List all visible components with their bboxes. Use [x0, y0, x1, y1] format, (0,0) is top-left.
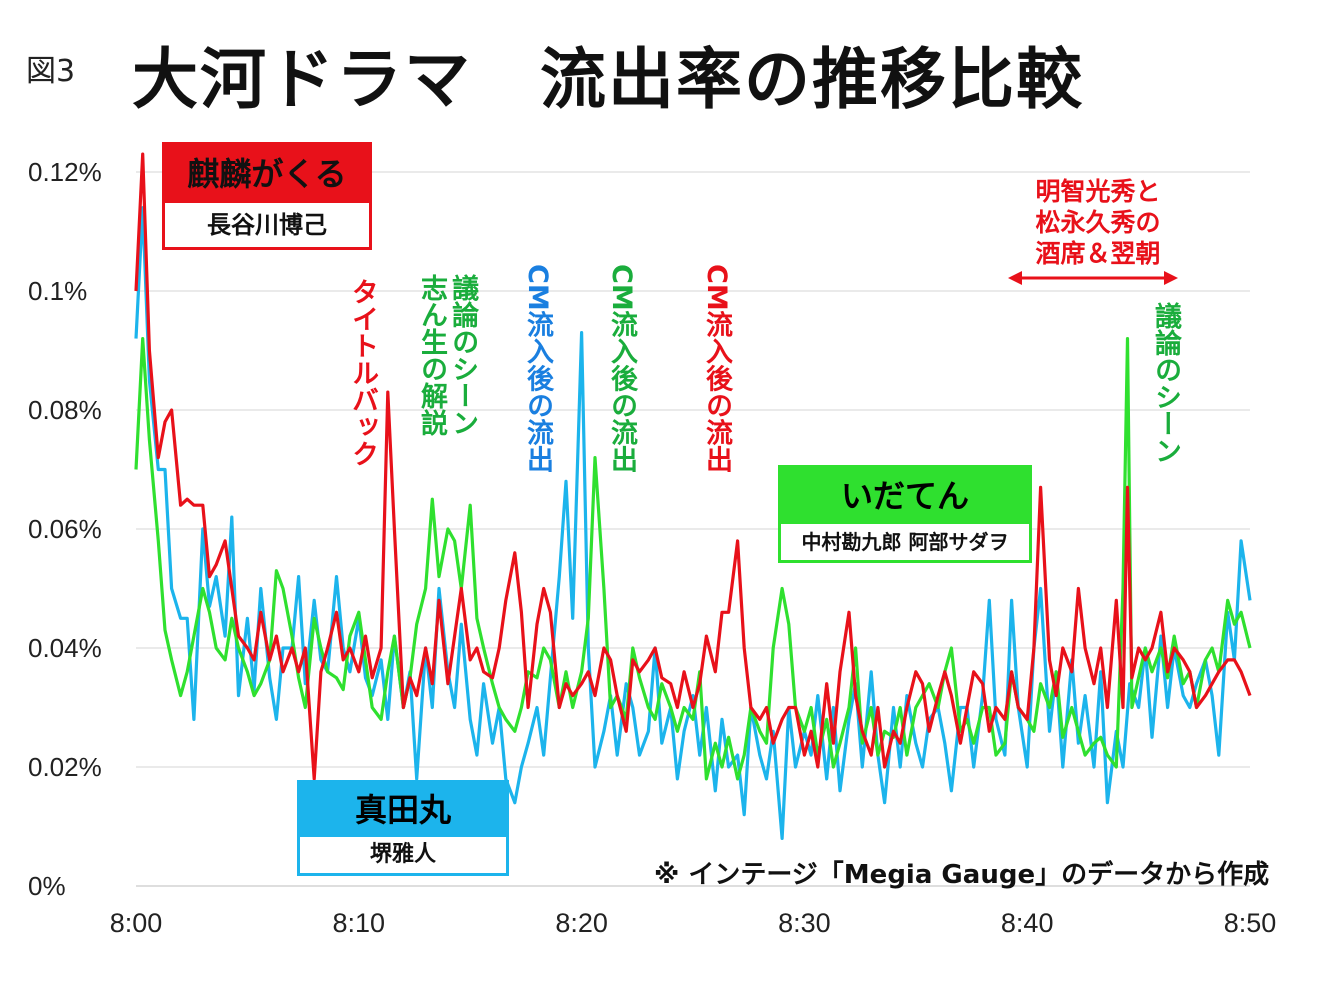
- legend-box-idaten: いだてん 中村勘九郎 阿部サダヲ: [778, 465, 1032, 563]
- annotation-debate-1-line2: 志ん生の解説: [416, 274, 448, 436]
- source-note: ※ インテージ「Megia Gauge」のデータから作成: [654, 860, 1270, 890]
- x-tick-label: 8:30: [778, 908, 831, 938]
- annotation-akechi-line1: 明智光秀と: [1035, 177, 1161, 206]
- series-line-0: [134, 206, 1252, 840]
- chart-title: 大河ドラマ 流出率の推移比較: [132, 41, 1084, 118]
- legend-kirin-cast: 長谷川博己: [165, 203, 369, 247]
- legend-kirin-name: 麒麟がくる: [165, 145, 369, 203]
- y-tick-label: 0.1%: [28, 276, 87, 306]
- x-tick-label: 8:00: [110, 908, 163, 938]
- y-tick-label: 0%: [28, 871, 66, 901]
- legend-box-kirin: 麒麟がくる 長谷川博己: [162, 142, 372, 250]
- x-tick-label: 8:50: [1224, 908, 1277, 938]
- legend-sanada-name: 真田丸: [300, 783, 506, 837]
- annotation-akechi-line2: 松永久秀の: [1035, 208, 1161, 237]
- y-tick-label: 0.04%: [28, 633, 102, 663]
- annotation-akechi: 明智光秀と 松永久秀の 酒席＆翌朝: [1018, 176, 1178, 269]
- y-tick-label: 0.12%: [28, 157, 102, 187]
- y-axis-ticks: 0% 0.02% 0.04% 0.06% 0.08% 0.1% 0.12%: [28, 157, 102, 901]
- y-tick-label: 0.02%: [28, 752, 102, 782]
- legend-idaten-name: いだてん: [781, 468, 1029, 524]
- annotation-debate-1: 議論のシーン 志ん生の解説: [416, 274, 478, 436]
- x-axis-ticks: 8:00 8:10 8:20 8:30 8:40 8:50: [110, 908, 1277, 938]
- legend-box-sanada: 真田丸 堺雅人: [297, 780, 509, 876]
- annotation-title-back: タイトルバック: [347, 278, 379, 467]
- annotation-cm-3: CM流入後の流出: [701, 264, 733, 473]
- annotation-akechi-line3: 酒席＆翌朝: [1035, 239, 1161, 268]
- annotation-debate-1-line1: 議論のシーン: [447, 274, 479, 436]
- annotation-debate-2: 議論のシーン: [1150, 302, 1182, 464]
- period-arrow-head-right: [1164, 271, 1178, 285]
- period-arrow-head-left: [1008, 271, 1022, 285]
- series-line-2: [134, 152, 1252, 781]
- y-tick-label: 0.06%: [28, 514, 102, 544]
- period-arrow: [1008, 271, 1178, 285]
- x-tick-label: 8:40: [1001, 908, 1054, 938]
- x-tick-label: 8:10: [333, 908, 386, 938]
- legend-idaten-cast: 中村勘九郎 阿部サダヲ: [781, 524, 1029, 560]
- annotation-cm-1: CM流入後の流出: [522, 264, 554, 473]
- legend-sanada-cast: 堺雅人: [300, 837, 506, 873]
- annotation-cm-2: CM流入後の流出: [606, 264, 638, 473]
- figure-label: 図3: [26, 54, 76, 89]
- x-tick-label: 8:20: [555, 908, 608, 938]
- y-tick-label: 0.08%: [28, 395, 102, 425]
- series-lines: [134, 152, 1252, 840]
